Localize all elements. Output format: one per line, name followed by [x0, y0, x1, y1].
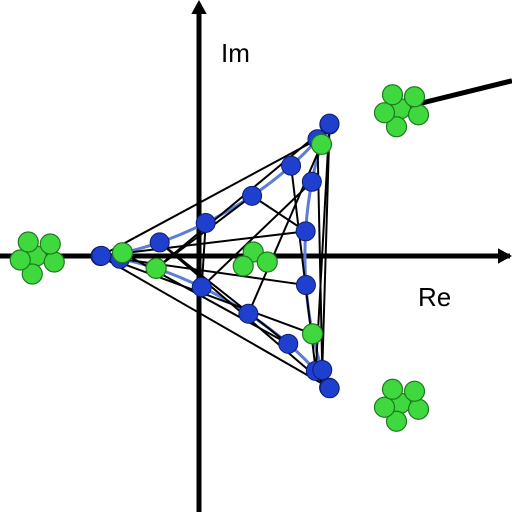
im-axis-label: Im — [221, 38, 250, 69]
complex-plane-plot — [0, 0, 512, 512]
re-axis-label: Re — [418, 282, 451, 313]
